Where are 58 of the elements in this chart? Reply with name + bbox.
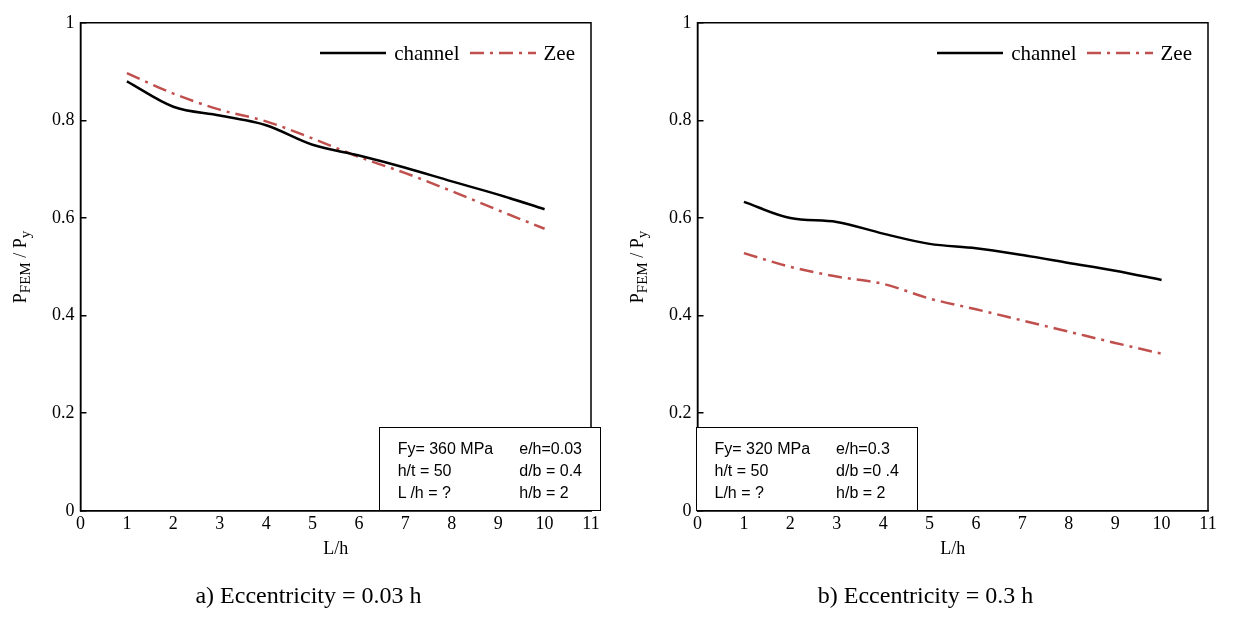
annotation: h/b = 2	[519, 483, 570, 502]
x-tick-label: 9	[493, 513, 503, 534]
line-series	[742, 251, 1163, 355]
annotation: e/h=0.3	[836, 439, 891, 458]
x-tick-label: 10	[535, 513, 554, 534]
legend-label: channel	[394, 40, 460, 66]
x-tick-label: 3	[832, 513, 842, 534]
y-tick-label: 0.2	[669, 401, 692, 422]
y-tick-label: 0	[682, 499, 692, 520]
annotation: h/b = 2	[836, 483, 887, 502]
y-tick-label: 0.2	[52, 401, 75, 422]
annotation: Fy= 320 MPa	[714, 439, 811, 458]
y-tick-label: 0	[65, 499, 75, 520]
x-tick-label: 3	[215, 513, 225, 534]
x-tick-label: 9	[1110, 513, 1120, 534]
annotation: L/h = ?	[714, 483, 765, 502]
annotation: d/b = 0.4	[519, 461, 582, 480]
line-series	[125, 71, 546, 230]
annotation: d/b =0 .4	[836, 461, 899, 480]
text: b) Eccentricity = 0.3 h	[816, 582, 1035, 609]
legend-label: channel	[1011, 40, 1077, 66]
x-tick-label: 6	[971, 513, 981, 534]
text: a) Eccentricity = 0.03 h	[194, 582, 423, 609]
x-tick-label: 8	[1064, 513, 1074, 534]
x-tick-label: 7	[400, 513, 410, 534]
x-tick-label: 1	[739, 513, 749, 534]
x-tick-label: 2	[168, 513, 178, 534]
y-tick-label: 0.4	[52, 304, 75, 325]
annotation: e/h=0.03	[519, 439, 582, 458]
x-tick-label: 8	[447, 513, 457, 534]
x-tick-label: 11	[1199, 513, 1217, 534]
x-tick-label: 6	[354, 513, 364, 534]
x-tick-label: 5	[925, 513, 935, 534]
legend-label: Zee	[1160, 40, 1192, 66]
annotation: Fy= 360 MPa	[397, 439, 494, 458]
x-tick-label: 7	[1017, 513, 1027, 534]
x-tick-label: 4	[878, 513, 888, 534]
x-tick-label: 11	[582, 513, 600, 534]
x-tick-label: 10	[1152, 513, 1171, 534]
y-tick-label: 0.4	[669, 304, 692, 325]
x-tick-label: 1	[122, 513, 132, 534]
annotation: L /h = ?	[397, 483, 452, 502]
y-tick-label: 0.8	[52, 109, 75, 130]
line-series	[742, 200, 1163, 282]
x-axis-title: L/h	[323, 537, 349, 558]
y-tick-label: 0.6	[52, 206, 75, 227]
annotation: h/t = 50	[397, 461, 453, 480]
line-series	[125, 80, 546, 211]
y-tick-label: 1	[65, 11, 75, 32]
annotation: h/t = 50	[714, 461, 770, 480]
y-tick-label: 0.8	[669, 109, 692, 130]
y-tick-label: 0.6	[669, 206, 692, 227]
x-axis-title: L/h	[940, 537, 966, 558]
x-tick-label: 4	[261, 513, 271, 534]
x-tick-label: 2	[785, 513, 795, 534]
y-tick-label: 1	[682, 11, 692, 32]
legend-label: Zee	[543, 40, 575, 66]
x-tick-label: 5	[308, 513, 318, 534]
